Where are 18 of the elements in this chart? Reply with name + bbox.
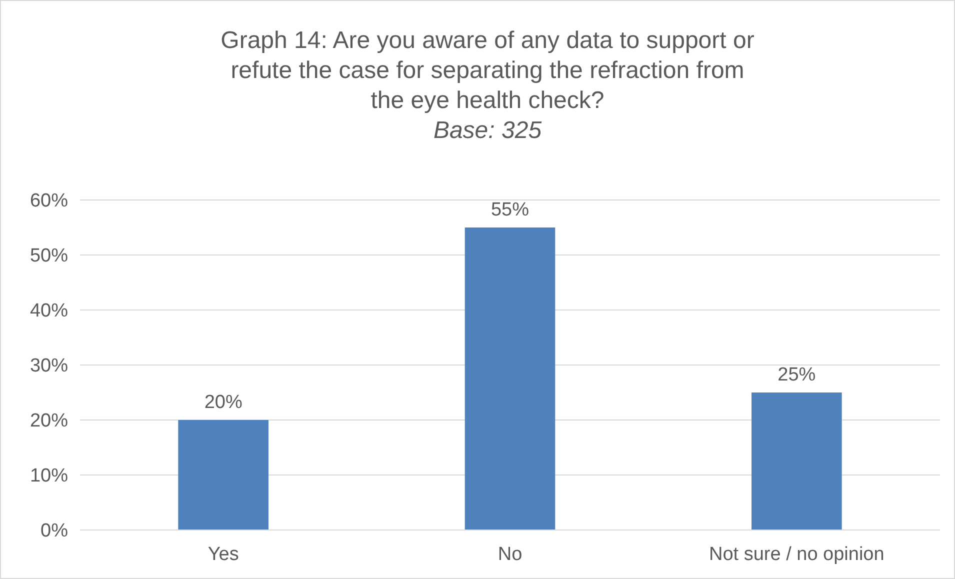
x-tick-label: Yes <box>208 544 239 565</box>
bar <box>178 420 268 530</box>
x-tick-label: No <box>498 544 522 565</box>
y-tick-label: 0% <box>40 520 68 542</box>
y-tick-label: 40% <box>30 300 68 322</box>
data-label: 25% <box>778 364 816 386</box>
y-tick-label: 30% <box>30 356 68 377</box>
y-tick-label: 60% <box>30 190 68 212</box>
y-tick-label: 10% <box>30 466 68 487</box>
chart-subtitle: Base: 325 <box>433 117 542 144</box>
y-tick-label: 50% <box>30 246 68 267</box>
chart-title: Graph 14: Are you aware of any data to support or refute the case for separating the refraction from the eye health check? <box>220 27 754 114</box>
y-tick-label: 20% <box>30 410 68 432</box>
data-label: 20% <box>204 392 242 413</box>
bar <box>752 392 842 530</box>
x-tick-label: Not sure / no opinion <box>708 544 884 565</box>
data-label: 55% <box>490 200 530 220</box>
bar <box>464 228 556 530</box>
